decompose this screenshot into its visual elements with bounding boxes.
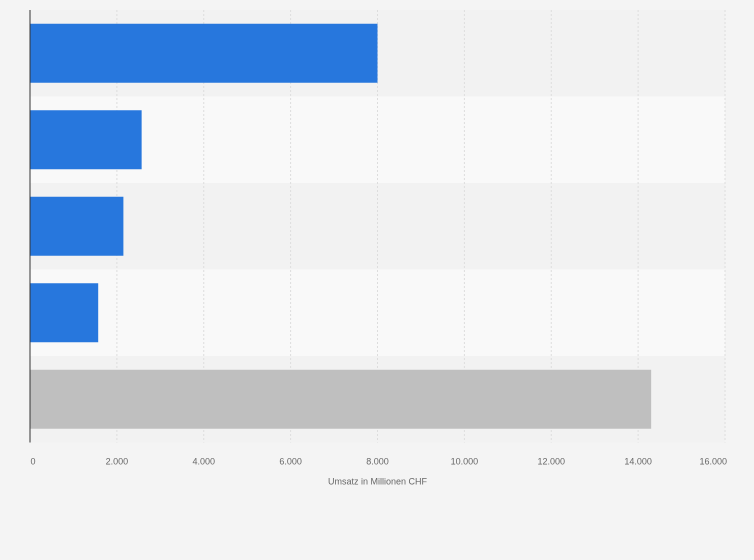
bar-4 [30,283,99,343]
bar-3 [30,196,124,256]
x-tick-label: 14.000 [624,457,652,467]
x-tick-label: 8.000 [366,457,389,467]
x-tick-label: 12.000 [537,457,565,467]
x-tick-label: 2.000 [106,457,129,467]
bar-5 [30,369,652,429]
bar-2 [30,110,142,170]
x-tick-label: 16.000 [699,457,727,467]
bars [30,23,652,429]
x-tick-label: 6.000 [279,457,302,467]
x-tick-label: 10.000 [451,457,479,467]
x-tick-labels: 0 2.000 4.000 6.000 8.000 10.000 12.000 14.000 1… [30,457,727,467]
x-tick-label: 4.000 [192,457,215,467]
x-axis-title: Umsatz in Millionen CHF [328,477,428,487]
x-tick-label: 0 [30,457,35,467]
bar-1 [30,23,378,83]
